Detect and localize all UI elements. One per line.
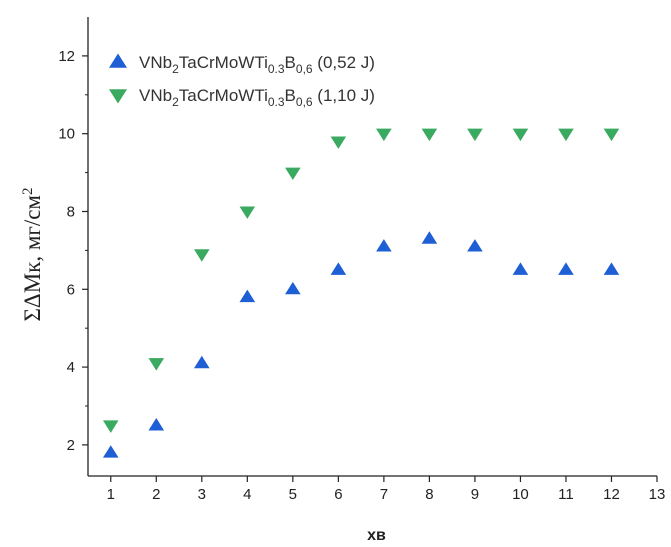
x-tick-label: 6: [334, 486, 342, 503]
y-tick-label: 12: [58, 48, 75, 65]
x-tick-label: 11: [558, 486, 574, 503]
legend-subscript: 2: [172, 95, 179, 109]
data-point-series-1: [330, 262, 347, 275]
data-point-series-2: [148, 358, 165, 371]
x-tick-label: 8: [425, 486, 433, 503]
legend-subscript: 0,6: [296, 95, 313, 109]
y-axis-ticks: 2 4 6 8 10 12: [58, 48, 88, 454]
y-axis-title: ΣΔМк, мг/см2: [20, 188, 45, 322]
data-point-series-2: [467, 128, 483, 142]
legend-text-part: B: [285, 53, 296, 72]
x-tick-label: 1: [107, 486, 115, 503]
data-point-series-2: [376, 128, 392, 142]
data-point-series-2: [421, 128, 438, 142]
data-point-series-2: [239, 206, 256, 219]
x-tick-label: 10: [512, 486, 529, 503]
data-point-series-2: [285, 167, 301, 181]
legend-marker: [109, 53, 127, 68]
legend-label: VNb2TaCrMoWTi0.3B0,6 (0,52 J): [139, 53, 375, 76]
legend-text-part: (1,10 J): [313, 86, 375, 105]
data-point-series-1: [421, 231, 438, 244]
legend-text-part: B: [285, 86, 296, 105]
x-tick-label: 2: [152, 486, 160, 503]
data-point-series-2: [512, 128, 529, 142]
legend-subscript: 0,6: [296, 62, 313, 76]
x-axis-title: хв: [367, 527, 386, 544]
data-point-series-1: [603, 262, 620, 275]
x-tick-label: 4: [243, 486, 251, 503]
x-tick-label: 9: [471, 486, 479, 503]
data-point-series-2: [330, 136, 347, 149]
data-point-series-2: [102, 420, 119, 433]
legend-subscript: 0.3: [268, 62, 285, 76]
data-point-series-2: [558, 128, 574, 142]
y-axis-title-main: ΣΔМк, мг/см: [20, 195, 45, 322]
data-point-series-2: [603, 128, 620, 142]
data-point-series-1: [512, 262, 529, 275]
y-tick-label: 6: [67, 281, 75, 298]
data-point-series-1: [194, 355, 210, 369]
x-axis-ticks: 1 2 3 4 5 6 7 8 9 10 11 12 13: [107, 476, 666, 503]
data-point-series-2: [194, 249, 210, 262]
data-point-series-1: [376, 239, 392, 252]
data-point-series-1: [467, 239, 483, 252]
legend-text-part: VNb: [139, 53, 172, 72]
legend-label: VNb2TaCrMoWTi0.3B0,6 (1,10 J): [139, 86, 375, 109]
legend-subscript: 2: [172, 62, 179, 76]
data-point-series-1: [558, 262, 574, 275]
legend-text-part: TaCrMoWTi: [179, 53, 268, 72]
y-tick-label: 8: [67, 203, 75, 220]
y-axis-title-superscript: 2: [20, 188, 36, 196]
x-tick-label: 3: [198, 486, 206, 503]
legend: VNb2TaCrMoWTi0.3B0,6 (0,52 J)VNb2TaCrMoW…: [109, 53, 375, 109]
legend-marker: [109, 89, 127, 104]
x-tick-label: 7: [380, 486, 388, 503]
data-points: [102, 128, 620, 458]
data-point-series-1: [148, 418, 165, 431]
y-tick-label: 4: [67, 359, 75, 376]
legend-subscript: 0.3: [268, 95, 285, 109]
x-tick-label: 12: [603, 486, 620, 503]
x-tick-label: 5: [289, 486, 297, 503]
y-tick-label: 10: [58, 126, 75, 143]
legend-text-part: VNb: [139, 86, 172, 105]
y-tick-label: 2: [67, 437, 75, 454]
legend-text-part: TaCrMoWTi: [179, 86, 268, 105]
legend-text-part: (0,52 J): [313, 53, 375, 72]
data-point-series-1: [102, 445, 119, 458]
x-tick-label: 13: [649, 486, 666, 503]
data-point-series-1: [239, 289, 256, 303]
data-point-series-1: [285, 281, 301, 295]
